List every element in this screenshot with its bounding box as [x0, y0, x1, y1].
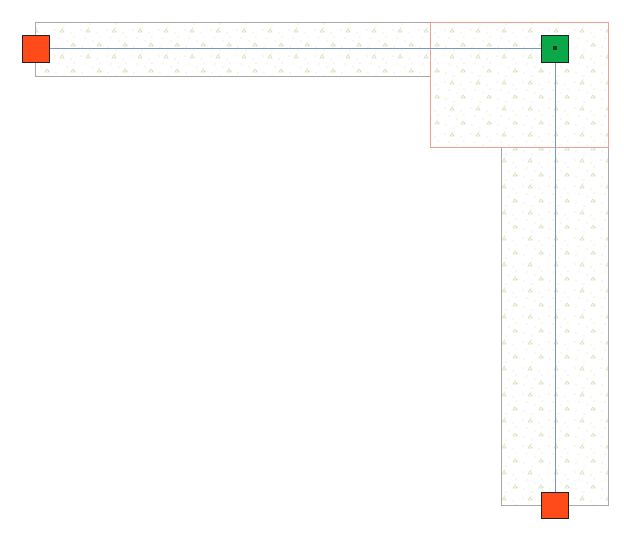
start-node[interactable]	[22, 35, 50, 63]
junction-area	[430, 22, 609, 148]
end-node[interactable]	[541, 492, 569, 519]
junction-dot	[553, 46, 557, 50]
horizontal-band	[35, 22, 431, 77]
